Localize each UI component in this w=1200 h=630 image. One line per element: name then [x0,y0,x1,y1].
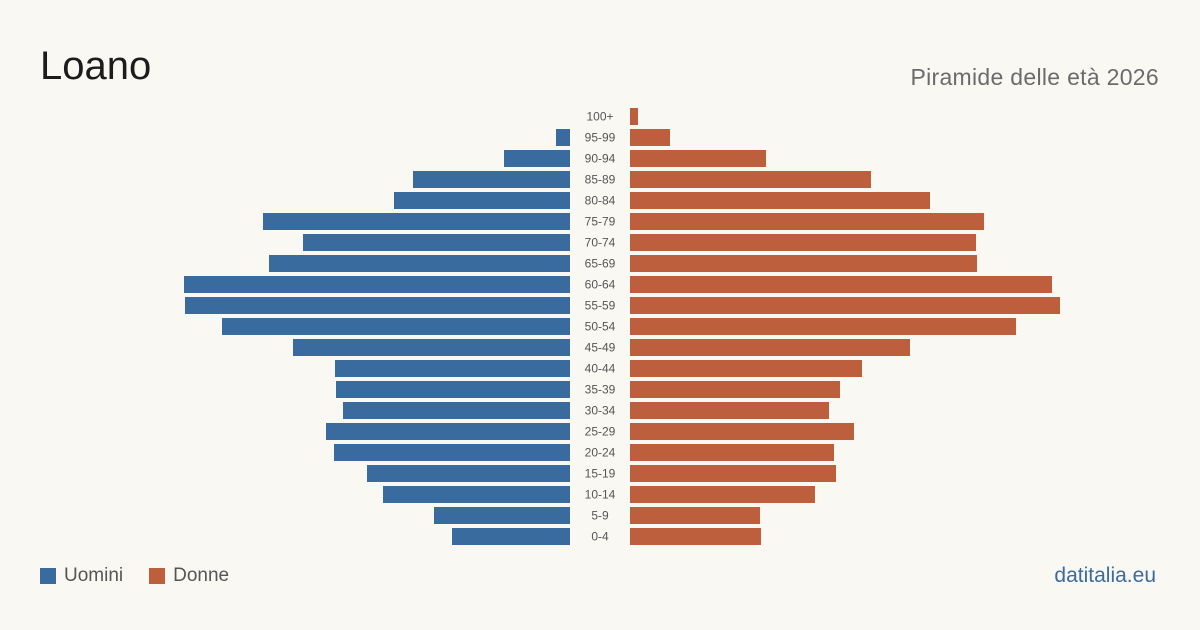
bar-female-80-84 [630,192,930,209]
bar-male-35-39 [336,381,570,398]
bar-male-70-74 [303,234,570,251]
bar-male-0-4 [452,528,570,545]
bar-male-80-84 [394,192,570,209]
legend-swatch-male [40,568,56,584]
bar-male-45-49 [293,339,570,356]
male-bars [184,129,570,545]
bar-female-90-94 [630,150,766,167]
source-link[interactable]: datitalia.eu [1054,564,1156,587]
chart-title: Loano [40,44,152,88]
legend-item-male: Uomini [40,565,123,587]
bar-female-20-24 [630,444,834,461]
bar-male-20-24 [334,444,570,461]
age-label-55-59: 55-59 [585,299,616,313]
age-label-45-49: 45-49 [585,341,616,355]
bar-male-25-29 [326,423,570,440]
bar-female-40-44 [630,360,862,377]
bar-male-65-69 [269,255,570,272]
age-labels: 100+ 95-99 90-94 85-89 80-84 75-79 70-74 65-69 6… [585,110,616,544]
bar-female-10-14 [630,486,815,503]
bar-female-5-9 [630,507,760,524]
age-label-0-4: 0-4 [591,530,609,544]
chart-subtitle: Piramide delle età 2026 [910,64,1159,90]
age-label-80-84: 80-84 [585,194,616,208]
bar-female-100plus [630,108,638,125]
age-label-85-89: 85-89 [585,173,616,187]
bar-female-75-79 [630,213,984,230]
age-label-65-69: 65-69 [585,257,616,271]
age-label-15-19: 15-19 [585,467,616,481]
bar-female-15-19 [630,465,836,482]
age-label-25-29: 25-29 [585,425,616,439]
bar-female-65-69 [630,255,977,272]
bar-female-30-34 [630,402,829,419]
bar-male-60-64 [184,276,570,293]
age-label-75-79: 75-79 [585,215,616,229]
legend-label-male: Uomini [64,565,124,586]
age-label-30-34: 30-34 [585,404,616,418]
bar-male-85-89 [413,171,570,188]
female-bars [630,108,1060,545]
bar-female-85-89 [630,171,871,188]
bar-female-35-39 [630,381,840,398]
legend-label-female: Donne [173,565,230,586]
bar-male-75-79 [263,213,570,230]
age-label-100plus: 100+ [586,110,613,124]
bar-male-50-54 [222,318,570,335]
bar-female-50-54 [630,318,1016,335]
bar-female-0-4 [630,528,761,545]
age-label-5-9: 5-9 [591,509,609,523]
bar-male-30-34 [343,402,570,419]
bar-male-40-44 [335,360,570,377]
bar-male-15-19 [367,465,570,482]
bar-male-55-59 [185,297,570,314]
bar-female-45-49 [630,339,910,356]
age-label-70-74: 70-74 [585,236,616,250]
bar-female-55-59 [630,297,1060,314]
age-label-90-94: 90-94 [585,152,616,166]
bar-female-25-29 [630,423,854,440]
bar-male-95-99 [556,129,570,146]
legend-item-female: Donne [149,565,229,587]
age-label-40-44: 40-44 [585,362,616,376]
age-label-35-39: 35-39 [585,383,616,397]
age-label-60-64: 60-64 [585,278,616,292]
bar-male-90-94 [504,150,570,167]
legend-swatch-female [149,568,166,584]
age-label-10-14: 10-14 [585,488,616,502]
bar-female-60-64 [630,276,1052,293]
legend: Uomini Donne [40,565,255,587]
age-label-20-24: 20-24 [585,446,616,460]
bar-male-5-9 [434,507,570,524]
bar-male-10-14 [383,486,570,503]
bar-female-95-99 [630,129,670,146]
bar-female-70-74 [630,234,976,251]
age-label-95-99: 95-99 [585,131,616,145]
age-label-50-54: 50-54 [585,320,616,334]
